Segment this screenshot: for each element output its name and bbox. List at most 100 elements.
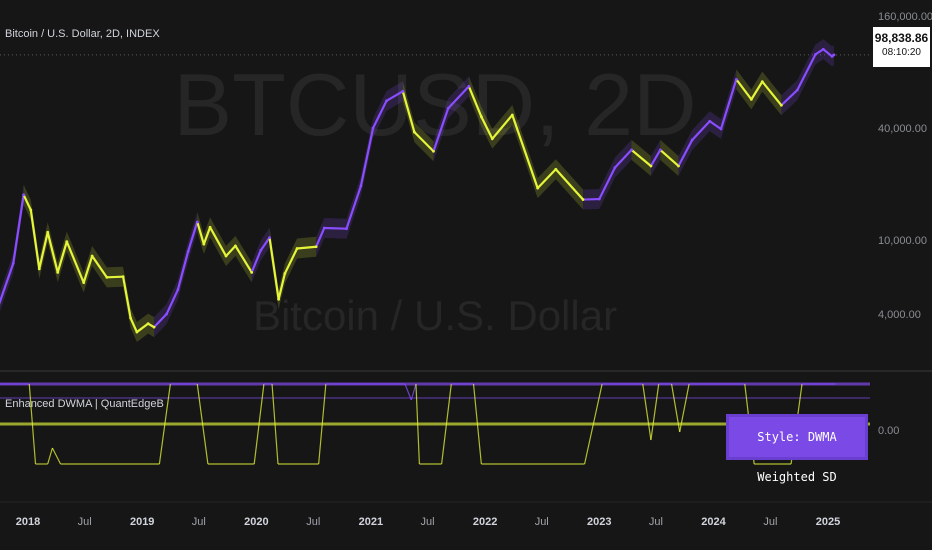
price-point bbox=[65, 240, 69, 244]
price-segment bbox=[554, 168, 585, 201]
price-point bbox=[195, 220, 199, 224]
price-point bbox=[719, 127, 723, 131]
price-segment bbox=[491, 113, 514, 140]
price-point bbox=[277, 297, 281, 301]
style-label-box: Style: DWMA Weighted SD bbox=[726, 414, 868, 484]
price-point bbox=[658, 148, 662, 152]
price-segment bbox=[234, 244, 253, 274]
price-point bbox=[165, 312, 168, 316]
price-point bbox=[90, 254, 94, 258]
price-point bbox=[22, 193, 26, 197]
price-segment bbox=[371, 99, 388, 130]
price-point bbox=[630, 148, 633, 152]
price-point bbox=[649, 164, 653, 168]
time-axis bbox=[0, 502, 932, 550]
oscillator-segment bbox=[158, 383, 171, 465]
price-segment bbox=[659, 148, 680, 168]
last-price-badge: 98,838.86 08:10:20 bbox=[873, 27, 930, 67]
price-point bbox=[795, 88, 799, 92]
price-point bbox=[490, 137, 494, 141]
price-segment bbox=[224, 244, 237, 258]
price-segment bbox=[708, 120, 723, 131]
price-point bbox=[412, 130, 416, 134]
oscillator-segment bbox=[642, 383, 652, 441]
price-segment bbox=[250, 249, 262, 274]
band-segment bbox=[0, 253, 14, 312]
price-segment bbox=[447, 85, 470, 110]
price-point bbox=[677, 164, 680, 168]
price-point bbox=[129, 316, 133, 320]
x-tick-label: 2019 bbox=[130, 516, 154, 528]
price-segment bbox=[277, 272, 286, 301]
price-segment bbox=[176, 250, 190, 291]
price-point bbox=[830, 55, 834, 58]
price-point bbox=[432, 149, 435, 153]
price-segment bbox=[202, 226, 212, 246]
oscillator-segment bbox=[472, 383, 482, 465]
oscillator-segment bbox=[679, 383, 690, 433]
x-tick-label: 2024 bbox=[701, 516, 726, 528]
price-point bbox=[259, 248, 263, 252]
price-segment bbox=[432, 107, 450, 153]
x-tick-label: Jul bbox=[535, 516, 549, 528]
y-tick-label: 10,000.00 bbox=[878, 235, 927, 247]
oscillator-segment bbox=[415, 383, 420, 465]
price-point bbox=[479, 115, 483, 119]
price-segment bbox=[750, 80, 764, 101]
x-tick-label: Jul bbox=[420, 516, 434, 528]
price-segment bbox=[65, 240, 85, 284]
price-point bbox=[536, 186, 540, 190]
x-tick-label: 2023 bbox=[587, 516, 611, 528]
price-segment bbox=[38, 231, 49, 270]
x-tick-label: Jul bbox=[78, 516, 92, 528]
price-segment bbox=[359, 126, 375, 188]
price-segment bbox=[56, 240, 68, 274]
oscillator-segment bbox=[271, 383, 279, 465]
price-segment bbox=[735, 78, 753, 101]
price-point bbox=[234, 244, 237, 248]
symbol-title[interactable]: Bitcoin / U.S. Dollar, 2D, INDEX bbox=[5, 28, 160, 40]
price-point bbox=[135, 330, 139, 334]
price-segment bbox=[649, 148, 662, 168]
indicator-title[interactable]: Enhanced DWMA | QuantEdgeB bbox=[5, 398, 164, 410]
oscillator-segment bbox=[650, 383, 660, 441]
price-point bbox=[613, 166, 617, 170]
price-point bbox=[821, 47, 825, 51]
last-price: 98,838.86 bbox=[874, 31, 929, 45]
price-segment bbox=[401, 90, 416, 134]
price-point bbox=[121, 275, 125, 279]
bar-countdown: 08:10:20 bbox=[882, 47, 921, 58]
price-point bbox=[82, 281, 86, 285]
oscillator-segment bbox=[670, 383, 681, 433]
oscillator-segment bbox=[47, 447, 53, 465]
price-segment bbox=[46, 231, 59, 274]
oscillator-segment bbox=[51, 447, 62, 465]
price-segment bbox=[345, 184, 362, 230]
price-point bbox=[359, 184, 363, 188]
price-segment bbox=[129, 317, 138, 334]
price-segment bbox=[196, 220, 205, 246]
oscillator-segment bbox=[318, 383, 327, 465]
price-segment bbox=[0, 262, 15, 305]
price-point bbox=[760, 80, 764, 84]
price-segment bbox=[187, 220, 199, 253]
price-segment bbox=[536, 168, 557, 190]
x-tick-label: Jul bbox=[192, 516, 206, 528]
oscillator-segment bbox=[196, 383, 209, 465]
x-tick-label: 2021 bbox=[359, 516, 383, 528]
price-segment bbox=[822, 48, 834, 58]
price-segment bbox=[613, 148, 633, 169]
price-point bbox=[268, 236, 271, 240]
price-point bbox=[176, 288, 180, 292]
oscillator-zero-label: 0.00 bbox=[878, 425, 899, 437]
price-point bbox=[510, 113, 514, 117]
oscillator-segment bbox=[253, 383, 265, 465]
price-segment bbox=[295, 245, 318, 250]
price-segment bbox=[91, 254, 108, 279]
price-segment bbox=[480, 115, 494, 140]
price-segment bbox=[413, 131, 435, 153]
price-point bbox=[779, 103, 783, 107]
price-point bbox=[146, 322, 150, 326]
price-segment bbox=[259, 236, 271, 252]
